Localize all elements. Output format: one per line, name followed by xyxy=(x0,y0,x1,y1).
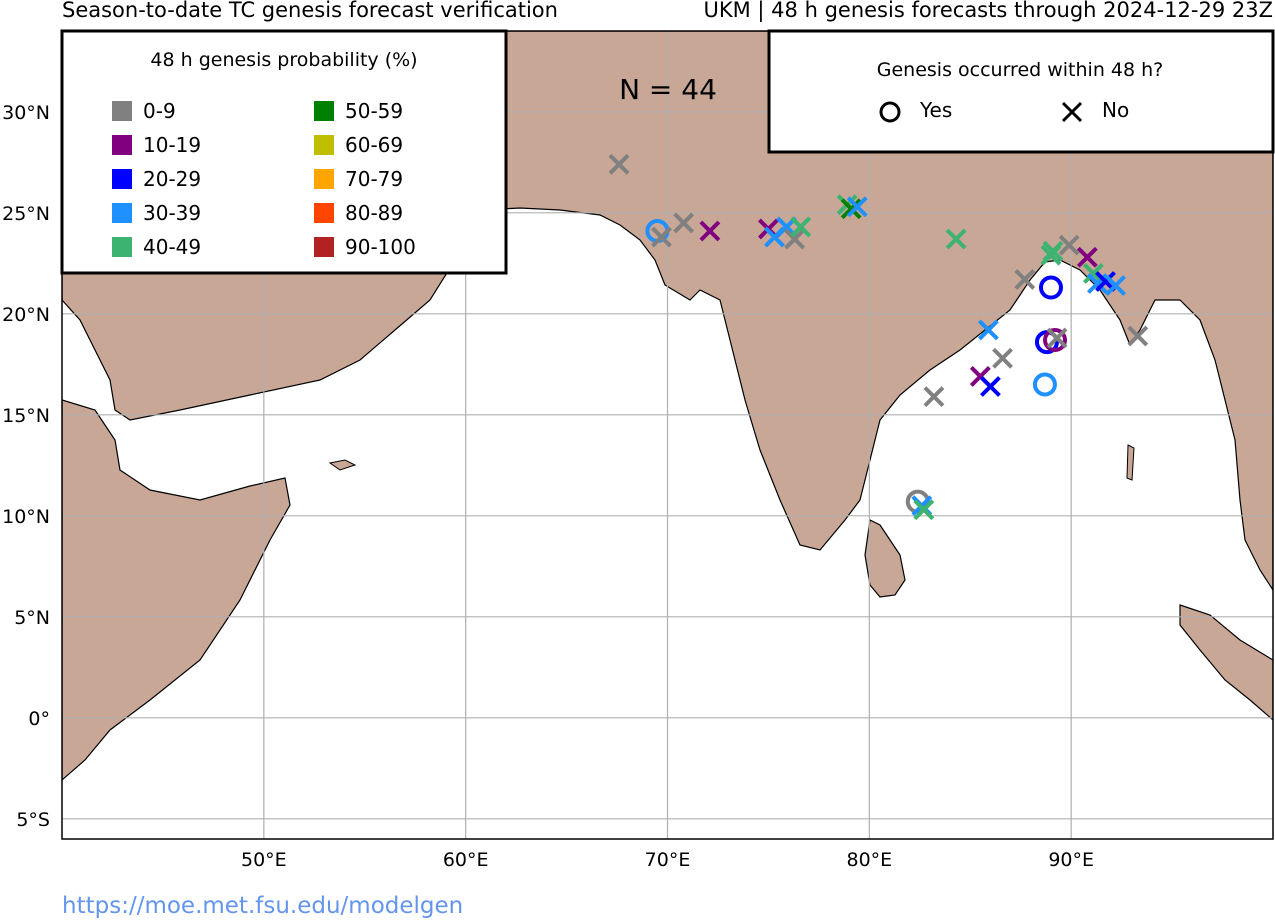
land-andaman xyxy=(1126,444,1135,481)
lat-tick-label: 15°N xyxy=(2,405,50,427)
genesis-no-marker xyxy=(840,198,862,220)
genesis-no-marker xyxy=(784,228,806,250)
legend-swatch xyxy=(314,203,334,223)
genesis-no-marker xyxy=(1105,275,1126,296)
legend-bin-label: 60-69 xyxy=(345,133,403,157)
genesis-no-marker xyxy=(1046,327,1068,349)
outcome-legend-title: Genesis occurred within 48 h? xyxy=(877,59,1164,81)
legend-bin-label: 20-29 xyxy=(143,167,201,191)
legend-swatch xyxy=(314,101,334,121)
lat-tick-label: 5°N xyxy=(14,607,50,629)
genesis-no-marker xyxy=(846,196,868,218)
lat-tick-label: 25°N xyxy=(2,203,50,225)
legend-swatch xyxy=(314,135,334,155)
land-sri-lanka xyxy=(864,519,906,598)
lon-tick-label: 70°E xyxy=(645,849,691,871)
legend-swatch xyxy=(314,169,334,189)
land-africa xyxy=(62,399,291,781)
genesis-no-marker xyxy=(945,228,967,250)
legend-bin-label: 0-9 xyxy=(143,99,176,123)
genesis-yes-marker xyxy=(1038,275,1063,300)
genesis-no-marker xyxy=(913,499,935,521)
forecast-markers xyxy=(608,153,1149,521)
lon-tick-label: 60°E xyxy=(443,849,489,871)
genesis-no-marker xyxy=(651,226,672,248)
legend-swatch xyxy=(112,101,132,121)
genesis-no-marker xyxy=(1014,269,1036,290)
probability-legend: 48 h genesis probability (%) 0-9 10-19 20-… xyxy=(60,29,508,275)
genesis-no-marker xyxy=(923,386,945,408)
outcome-legend: Genesis occurred within 48 h? Yes No xyxy=(767,29,1275,154)
land-socotra xyxy=(328,459,357,471)
title-left: Season-to-date TC genesis forecast verif… xyxy=(62,0,558,22)
legend-swatch xyxy=(314,237,334,257)
lat-tick-label: 0° xyxy=(28,708,50,730)
title-right: UKM | 48 h genesis forecasts through 202… xyxy=(703,0,1274,22)
lat-tick-label: 5°S xyxy=(16,809,50,831)
genesis-no-marker xyxy=(980,376,1001,397)
lon-tick-label: 80°E xyxy=(846,849,892,871)
genesis-yes-marker xyxy=(1032,372,1057,397)
lat-tick-label: 20°N xyxy=(2,304,50,326)
legend-bin-label: 10-19 xyxy=(143,133,201,157)
legend-bin-label: 70-79 xyxy=(345,167,403,191)
outcome-yes-label: Yes xyxy=(919,98,952,122)
count-label: N = 44 xyxy=(619,73,717,106)
genesis-no-marker xyxy=(1076,246,1098,268)
genesis-no-marker xyxy=(992,347,1013,369)
legend-swatch xyxy=(112,237,132,257)
outcome-no-label: No xyxy=(1102,98,1129,122)
genesis-no-marker xyxy=(699,220,721,242)
axis-labels: 30°N 25°N 20°N 15°N 10°N 5°N 0° 5°S 50°E 60°E 70°E… xyxy=(2,102,1094,871)
legend-swatch xyxy=(112,203,132,223)
lat-tick-label: 10°N xyxy=(2,506,50,528)
no-cross-icon xyxy=(1061,101,1083,123)
plot-frame xyxy=(61,30,1274,840)
lon-tick-label: 50°E xyxy=(241,849,287,871)
genesis-yes-marker xyxy=(1043,328,1068,353)
land-sumatra xyxy=(1179,604,1273,721)
genesis-no-marker xyxy=(673,212,695,234)
legend-swatch xyxy=(112,135,132,155)
legend-swatch xyxy=(112,169,132,189)
legend-bin-label: 50-59 xyxy=(345,99,403,123)
source-url-link[interactable]: https://moe.met.fsu.edu/modelgen xyxy=(62,893,464,919)
legend-bin-label: 90-100 xyxy=(345,235,416,259)
genesis-no-marker xyxy=(978,319,999,341)
probability-legend-title: 48 h genesis probability (%) xyxy=(150,49,417,71)
legend-bin-label: 80-89 xyxy=(345,201,403,225)
yes-circle-icon xyxy=(879,101,901,123)
legend-bin-label: 30-39 xyxy=(143,201,201,225)
genesis-no-marker xyxy=(608,153,630,175)
genesis-no-marker xyxy=(1127,325,1149,347)
genesis-no-marker xyxy=(790,216,812,238)
lon-tick-label: 90°E xyxy=(1048,849,1094,871)
legend-bin-label: 40-49 xyxy=(143,235,201,259)
lat-tick-label: 30°N xyxy=(2,102,50,124)
genesis-no-marker xyxy=(1040,244,1062,266)
genesis-no-marker xyxy=(1058,234,1080,256)
